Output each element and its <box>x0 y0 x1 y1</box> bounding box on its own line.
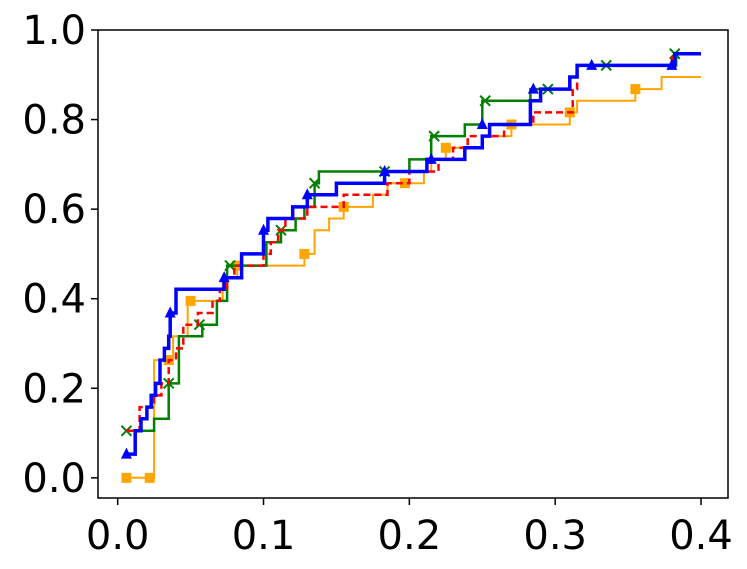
x-tick-label: 0.4 <box>669 513 733 559</box>
series-marker-x <box>308 177 321 189</box>
series-marker-square <box>299 248 310 259</box>
y-tick-label: 1.0 <box>22 8 86 54</box>
series-marker-triangle <box>666 58 678 70</box>
y-axis: 0.0 0.2 0.4 0.6 0.8 1.0 <box>22 8 98 502</box>
y-tick-label: 0.6 <box>22 187 86 233</box>
y-tick-label: 0.0 <box>22 456 86 502</box>
series-line-3 <box>126 51 701 456</box>
x-tick-label: 0.1 <box>232 513 296 559</box>
plot-frame <box>97 29 729 499</box>
y-tick-label: 0.2 <box>22 366 86 412</box>
y-tick-label: 0.4 <box>22 277 86 323</box>
y-tick-label: 0.8 <box>22 98 86 144</box>
series-marker-square <box>144 472 155 483</box>
series-line-0 <box>126 76 701 479</box>
series-marker-triangle <box>218 271 230 283</box>
series-marker-triangle <box>258 223 270 235</box>
series-marker-triangle <box>120 447 132 459</box>
series-marker-triangle <box>527 82 539 94</box>
series-marker-triangle <box>379 165 391 177</box>
series-layer <box>120 48 701 483</box>
series-marker-square <box>440 142 451 153</box>
x-tick-label: 0.2 <box>378 513 442 559</box>
series-marker-triangle <box>476 117 488 129</box>
series-marker-triangle <box>586 58 598 70</box>
series-marker-triangle <box>301 188 313 200</box>
series-marker-x <box>428 130 440 142</box>
series-marker-square <box>121 472 132 483</box>
series-marker-square <box>399 178 410 189</box>
x-axis: 0.0 0.1 0.2 0.3 0.4 <box>86 498 733 559</box>
series-marker-square <box>630 84 641 95</box>
x-tick-label: 0.3 <box>523 513 587 559</box>
series-marker-x <box>479 95 491 107</box>
x-tick-label: 0.0 <box>86 513 150 559</box>
series-marker-triangle <box>425 152 437 164</box>
series-marker-square <box>185 295 196 306</box>
series-marker-triangle <box>164 306 176 318</box>
series-marker-x <box>193 318 206 331</box>
